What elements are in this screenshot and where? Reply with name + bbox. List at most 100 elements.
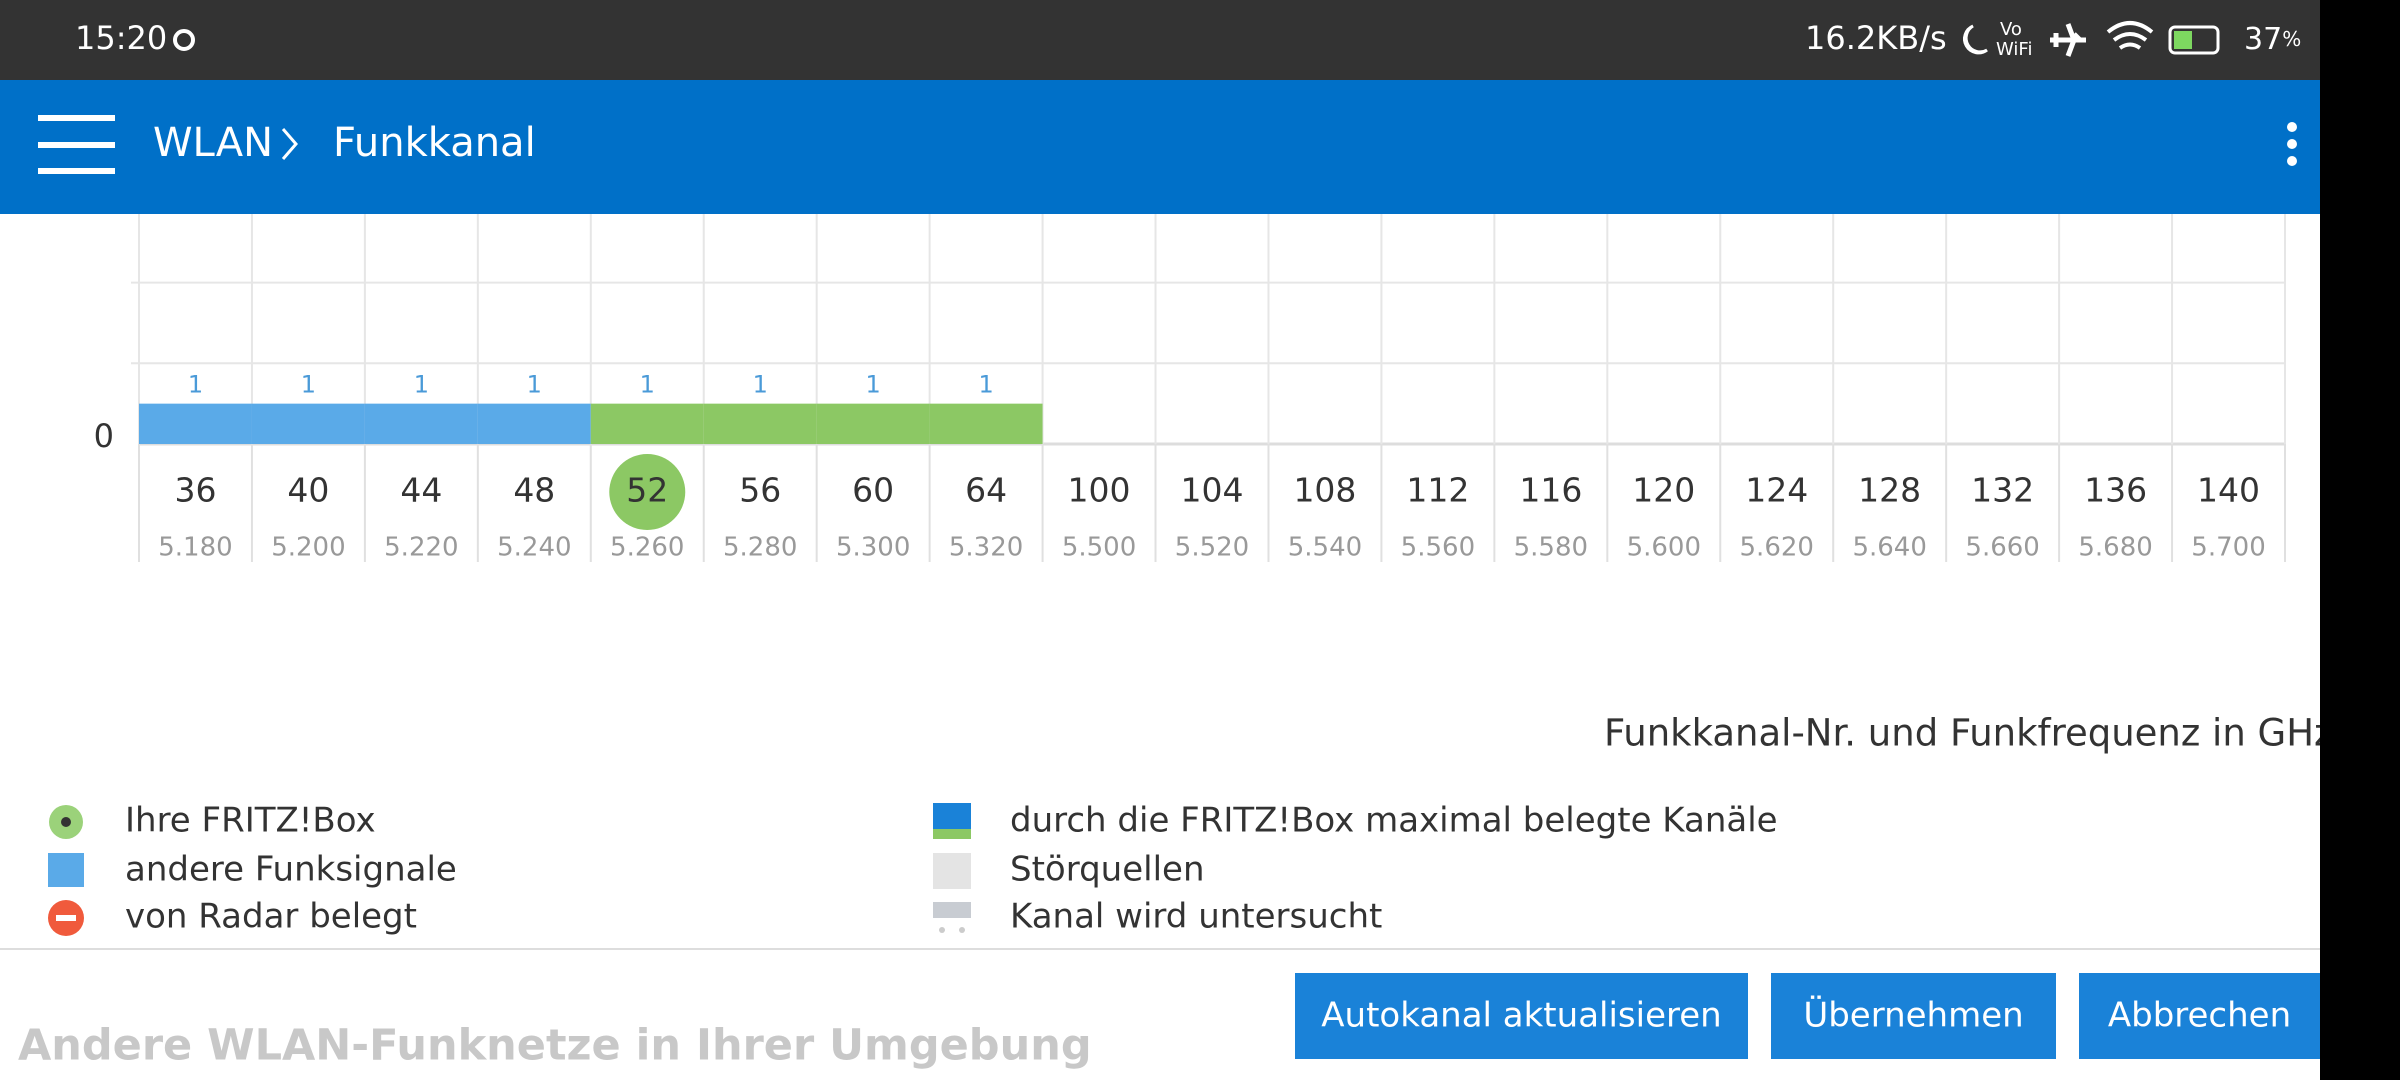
fritzbox-channel-marker [609, 454, 686, 530]
chart: 0365.1801405.2001445.2201485.2401525.260… [94, 214, 2286, 563]
frequency-label: 5.620 [1740, 533, 1814, 563]
battery-icon [2168, 25, 2220, 55]
bar [703, 403, 817, 444]
chevron [281, 128, 298, 160]
battery-value: 37 [2244, 22, 2282, 57]
wifi-label: WiFi [1996, 39, 2032, 60]
frequency-label: 5.700 [2191, 533, 2265, 563]
channel-label: 136 [2084, 471, 2147, 510]
bar [364, 403, 478, 444]
channel-label: 116 [1519, 471, 1582, 510]
frequency-label: 5.680 [2078, 533, 2152, 563]
legend-label: von Radar belegt [125, 897, 417, 937]
frequency-label: 5.560 [1401, 533, 1475, 563]
button-label[interactable]: Übernehmen [1803, 995, 2023, 1036]
section[interactable]: WLAN [153, 120, 273, 166]
frequency-label: 5.600 [1627, 533, 1701, 563]
legend-label: andere Funksignale [125, 850, 457, 890]
bar [139, 403, 252, 444]
frequency-label: 5.280 [723, 533, 797, 563]
legend-label: Kanal wird untersucht [1010, 897, 1382, 937]
legend-icon-max [933, 803, 971, 829]
value-label: 1 [640, 371, 655, 399]
frequency-label: 5.640 [1852, 533, 1926, 563]
frequency-label: 5.220 [384, 533, 458, 563]
battery-level [2174, 31, 2192, 49]
status-bar [0, 0, 2320, 80]
frequency-label: 5.260 [610, 533, 684, 563]
value-label: 1 [527, 371, 542, 399]
footer-heading: Andere WLAN-Funknetze in Ihrer Umgebung [18, 1021, 1092, 1071]
frequency-label: 5.180 [158, 533, 232, 563]
frequency-label: 5.500 [1062, 533, 1136, 563]
legend-label: Ihre FRITZ!Box [125, 801, 376, 841]
battery-unit: % [2282, 27, 2301, 51]
channel-label: 60 [852, 471, 894, 510]
legend-label: Störquellen [1010, 850, 1205, 890]
channel-label: 108 [1293, 471, 1356, 510]
bar [251, 403, 365, 444]
value-label: 1 [188, 371, 203, 399]
time: 15:20 [75, 19, 167, 57]
value-label: 1 [978, 371, 993, 399]
button[interactable] [1295, 973, 1748, 1059]
channel-label: 124 [1745, 471, 1808, 510]
legend-icon-other [48, 853, 84, 887]
bar [477, 403, 591, 444]
more-button[interactable] [2287, 122, 2297, 166]
value-label: 1 [414, 371, 429, 399]
buttons: Autokanal aktualisieren Übernehmen Abbrech… [1295, 973, 2320, 1059]
channel-label: 128 [1858, 471, 1921, 510]
channel-label: 140 [2197, 471, 2260, 510]
frequency-label: 5.300 [836, 533, 910, 563]
channel-label: 40 [287, 471, 329, 510]
channel-label: 64 [965, 471, 1007, 510]
bar [929, 403, 1043, 444]
frequency-label: 5.580 [1514, 533, 1588, 563]
bar [590, 403, 704, 444]
button[interactable] [2079, 973, 2320, 1059]
airplane-icon [2050, 23, 2086, 57]
wifi-icon [2106, 21, 2154, 50]
net-speed: 16.2KB/s [1805, 19, 1947, 57]
legend-label: durch die FRITZ!Box maximal belegte Kanä… [1010, 801, 1778, 841]
value-label: 1 [753, 371, 768, 399]
legend-icon-scan [933, 902, 971, 918]
button-label[interactable]: Autokanal aktualisieren [1321, 996, 1721, 1036]
frequency-label: 5.520 [1175, 533, 1249, 563]
channel-label: 132 [1971, 471, 2034, 510]
frequency-label: 5.200 [271, 533, 345, 563]
vo: Vo [2000, 19, 2022, 40]
channel-label: 104 [1181, 471, 1244, 510]
frequency-label: 5.660 [1965, 533, 2039, 563]
frequency-label: 5.320 [949, 533, 1023, 563]
channel-label: 52 [626, 471, 668, 510]
channel-label: 112 [1406, 471, 1469, 510]
channel-label: 120 [1632, 471, 1695, 510]
app-bar [0, 80, 2320, 214]
bar [816, 403, 930, 444]
x-axis-label: Funkkanal-Nr. und Funkfrequenz in GHz [1604, 712, 2333, 755]
brightness-icon [173, 29, 195, 51]
legend-icon-interference [933, 853, 971, 889]
battery: 37% [2244, 22, 2301, 57]
button-label[interactable]: Abbrechen [2108, 996, 2291, 1036]
channel-label: 100 [1068, 471, 1131, 510]
channel-label: 48 [513, 471, 555, 510]
value-label: 1 [301, 371, 316, 399]
channel-label: 44 [400, 471, 442, 510]
channel-label: 36 [174, 471, 216, 510]
menu-button[interactable] [38, 115, 115, 174]
frequency-label: 5.540 [1288, 533, 1362, 563]
y-tick-label: 0 [94, 417, 114, 455]
breadcrumb: WLAN Funkkanal [153, 120, 536, 166]
edge [2320, 0, 2400, 1080]
frequency-label: 5.240 [497, 533, 571, 563]
button[interactable] [1771, 973, 2056, 1059]
channel-label: 56 [739, 471, 781, 510]
value-label: 1 [866, 371, 881, 399]
dnd-icon [1963, 24, 1988, 55]
legend: Ihre FRITZ!Box andere Funksignale von Rada… [125, 801, 1778, 937]
